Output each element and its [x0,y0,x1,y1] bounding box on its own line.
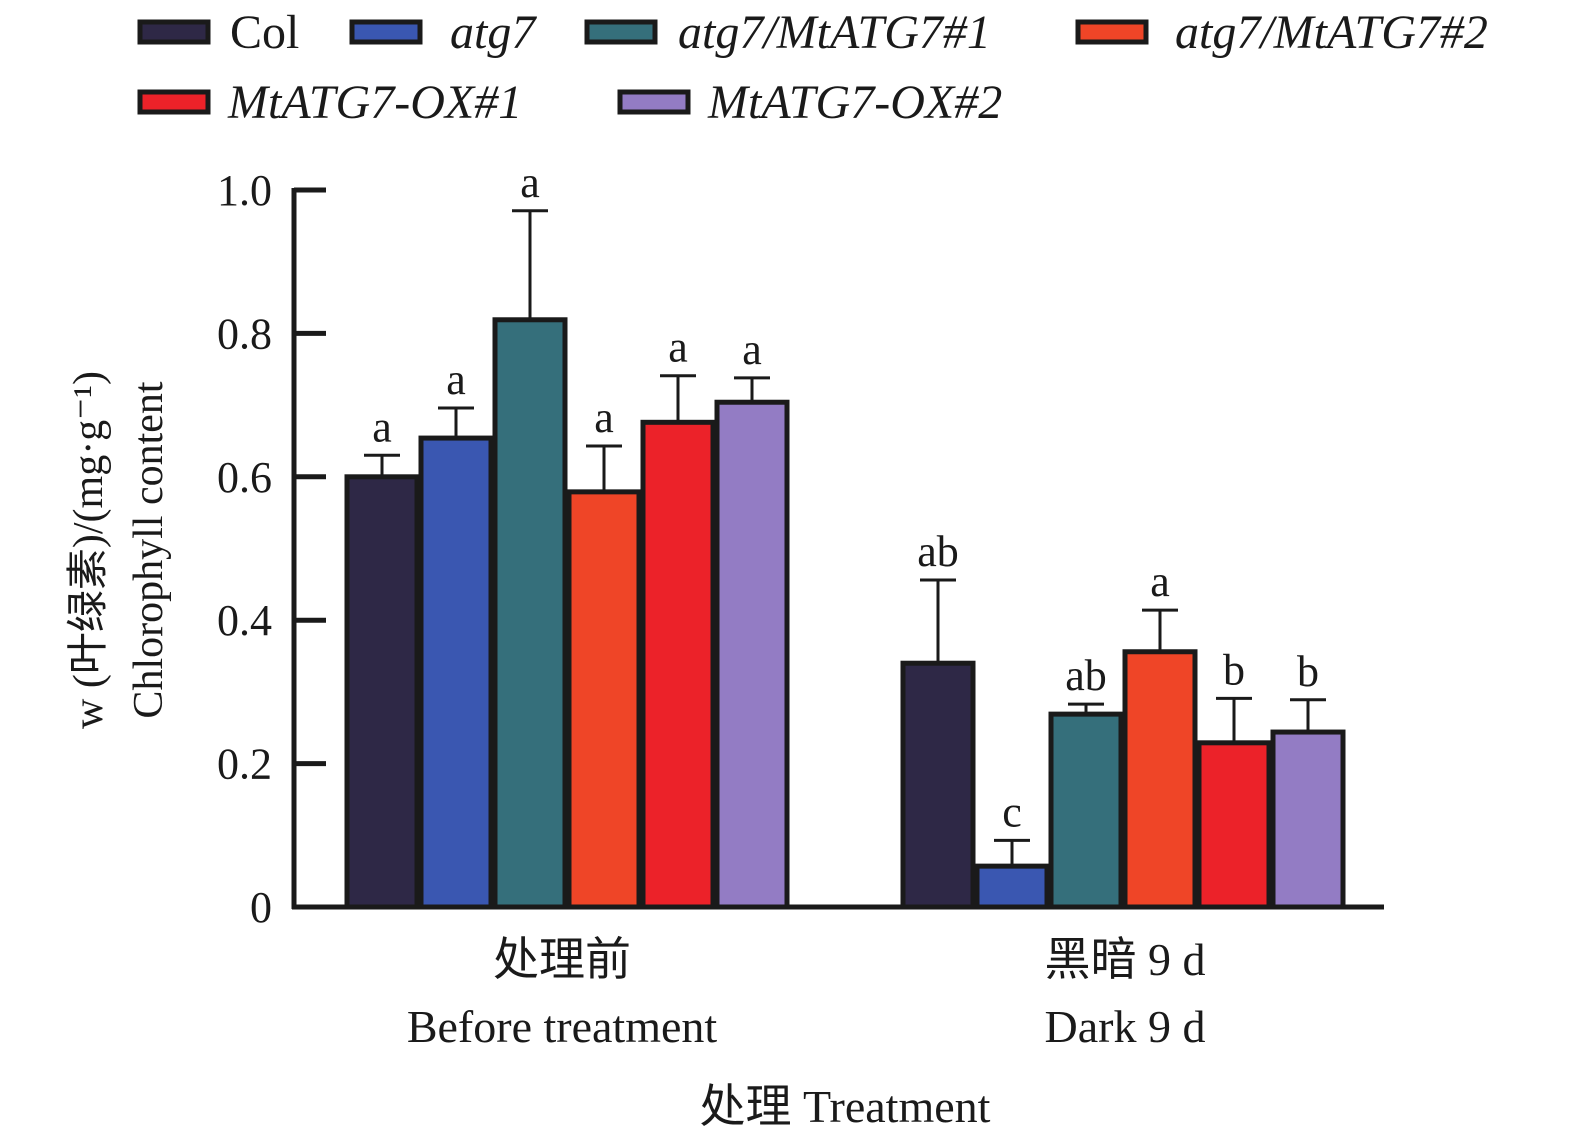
x-tick-label-line2: Dark 9 d [1045,1001,1206,1052]
bar [566,489,642,910]
bar [640,419,716,910]
legend-swatch [137,19,211,45]
axes: 0 0.2 0.4 0.6 0.8 1.0 处理前 Before treatment 黑暗 9 … [217,166,1384,1052]
significance-letter: ab [1065,651,1107,700]
bar [1270,729,1346,910]
legend-label: atg7/MtATG7#2 [1175,6,1488,59]
x-tick-label-line1: 处理前 [493,934,631,985]
legend-item: atg7/MtATG7#2 [1075,6,1488,59]
y-tick-label: 0.6 [217,453,272,502]
legend-label: Col [230,6,299,59]
bar [714,399,790,910]
significance-letter: a [1150,557,1170,606]
bar [1048,711,1124,910]
bar [418,435,494,910]
legend-item: Col [137,6,299,59]
legend-item: atg7/MtATG7#1 [584,6,991,59]
bar [492,317,568,910]
y-axis-label: w (叶绿素)/(mg·g⁻¹) Chlorophyll content [66,371,172,729]
x-tick-label-line1: 黑暗 9 d [1045,934,1206,985]
legend-label: MtATG7-OX#2 [707,76,1002,129]
legend-swatch [584,19,658,45]
legend-swatch [137,89,211,115]
legend-item: MtATG7-OX#2 [617,76,1002,129]
y-axis-label-line1: w (叶绿素)/(mg·g⁻¹) [66,371,112,729]
legend-swatch [349,19,423,45]
y-tick-label: 0 [250,883,272,932]
legend-item: MtATG7-OX#1 [137,76,522,129]
bar [344,474,420,910]
legend-item: atg7 [349,6,537,59]
significance-letter: ab [917,527,959,576]
bar [974,863,1050,910]
significance-letter: b [1297,647,1319,696]
significance-letter: c [1002,787,1022,836]
bar [1122,649,1198,910]
y-tick-label: 0.2 [217,740,272,789]
significance-letter: a [372,402,392,451]
y-tick-label: 0.4 [217,596,272,645]
y-axis-label-line2: Chlorophyll content [126,381,172,718]
bar [900,660,976,910]
legend-label: atg7/MtATG7#1 [678,6,991,59]
significance-letter: a [668,323,688,372]
y-tick-label: 0.8 [217,309,272,358]
legend-label: atg7 [450,6,537,59]
significance-letter: b [1223,645,1245,694]
legend: Col atg7 atg7/MtATG7#1 atg7/MtATG7#2 MtATG7-… [137,6,1488,129]
y-tick-label: 1.0 [217,166,272,215]
legend-swatch [1075,19,1149,45]
significance-letter: a [520,158,540,207]
x-axis-label: 处理 Treatment [700,1081,991,1132]
bar [1196,740,1272,910]
x-tick-label-line2: Before treatment [407,1001,718,1052]
significance-letter: a [594,393,614,442]
legend-label: MtATG7-OX#1 [227,76,522,129]
significance-letter: a [742,325,762,374]
significance-letter: a [446,355,466,404]
legend-swatch [617,89,691,115]
